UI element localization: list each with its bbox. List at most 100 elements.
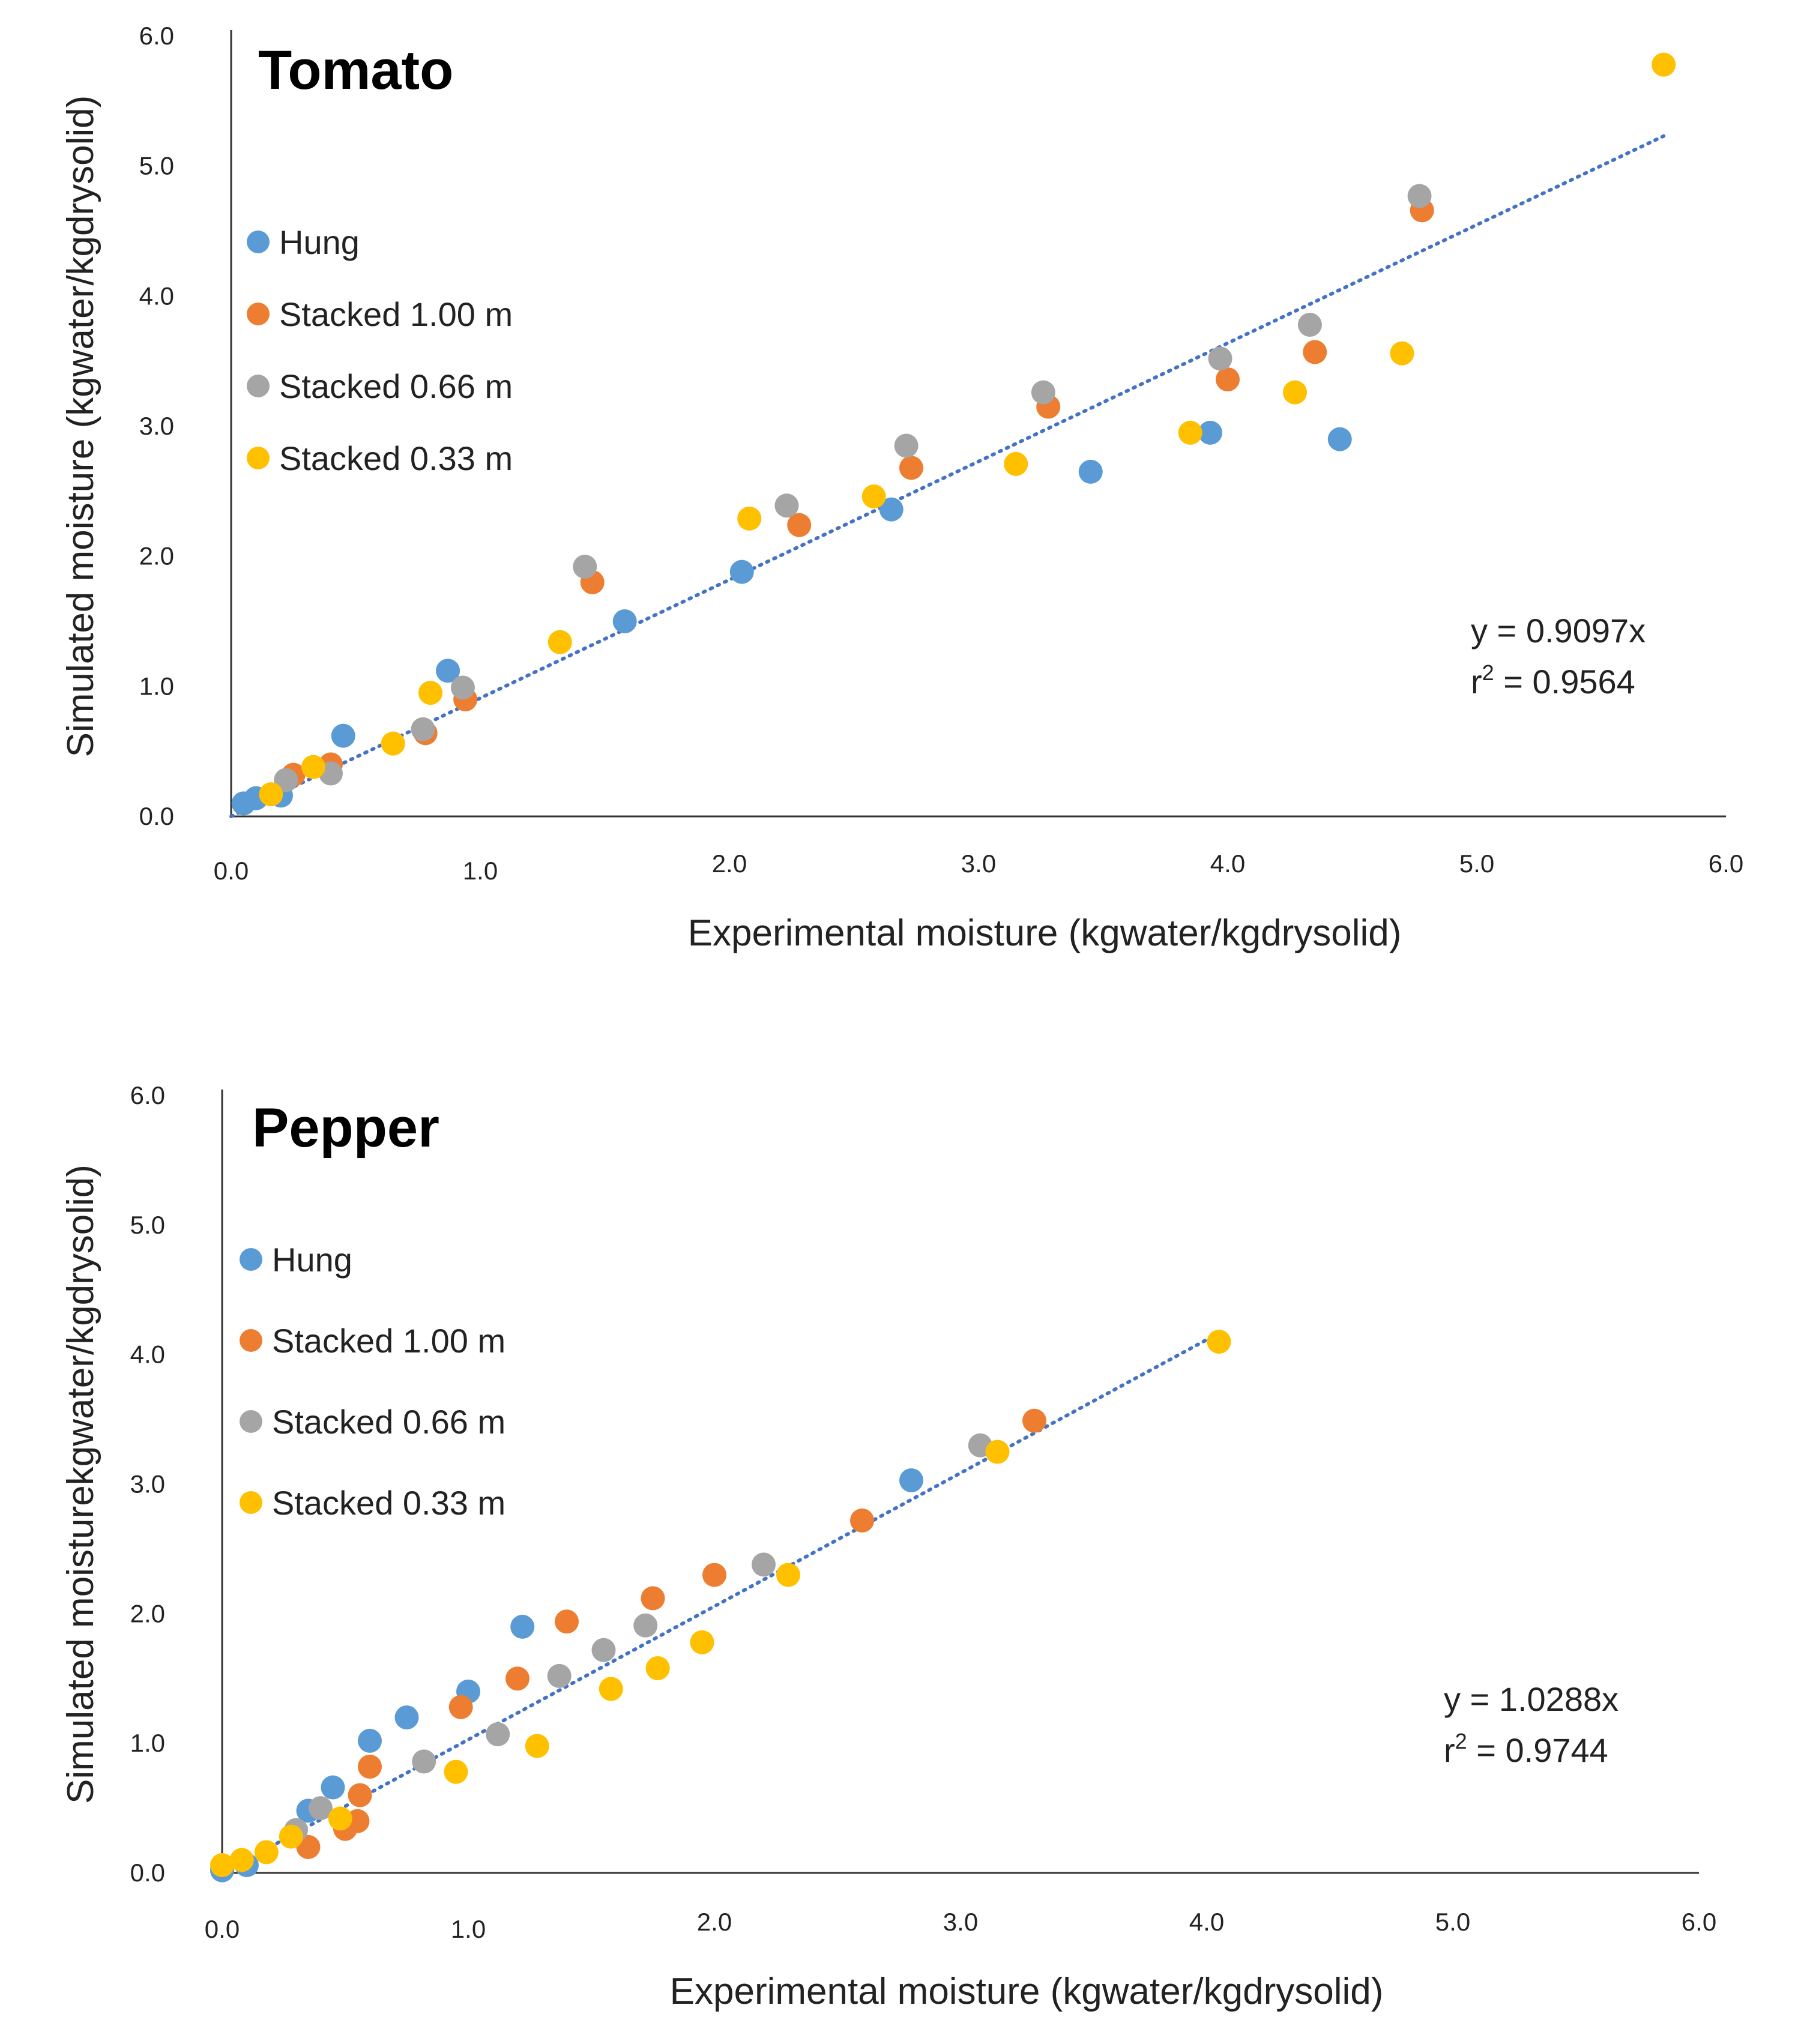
data-point-stacked-0-33-m: [259, 782, 283, 807]
trendline: [220, 1331, 1221, 1875]
data-point-stacked-0-33-m: [328, 1806, 352, 1831]
legend-marker: [247, 447, 270, 469]
y-tick-label: 3.0: [139, 412, 174, 440]
data-point-stacked-1-00-m: [348, 1783, 372, 1807]
data-point-stacked-0-33-m: [301, 755, 325, 779]
data-point-stacked-0-33-m: [444, 1759, 468, 1784]
data-point-stacked-1-00-m: [899, 456, 923, 480]
data-point-hung: [436, 659, 460, 683]
x-axis-label: Experimental moisture (kgwater/kgdrysoli…: [670, 1971, 1384, 2012]
legend-marker: [247, 375, 270, 397]
legend-label: Stacked 0.66 m: [279, 367, 513, 405]
r-squared-symbol: r: [1471, 663, 1482, 701]
data-point-stacked-1-00-m: [358, 1755, 382, 1779]
tomato-chart: 0.0 1.0 2.0 3.0 4.0 5.0 6.0 0.0 1.0 2.0 3.0 4.0 5.0 6…: [60, 22, 1743, 954]
data-point-stacked-1-00-m: [555, 1609, 579, 1634]
data-point-stacked-0-33-m: [690, 1630, 714, 1654]
x-axis-label: Experimental moisture (kgwater/kgdrysoli…: [688, 912, 1402, 954]
data-point-hung: [1198, 420, 1222, 445]
y-tick-label: 2.0: [130, 1599, 165, 1627]
data-point-stacked-0-66-m: [411, 717, 435, 741]
data-point-stacked-1-00-m: [1303, 340, 1327, 364]
pepper-chart: 0.0 1.0 2.0 3.0 4.0 5.0 6.0 0.0 1.0 2.0 3.0 4.0 5.0 6…: [60, 1081, 1716, 2012]
data-point-stacked-0-33-m: [645, 1656, 670, 1680]
data-point-stacked-0-66-m: [486, 1722, 510, 1747]
x-tick-label: 5.0: [1435, 1908, 1470, 1936]
data-point-stacked-1-00-m: [505, 1666, 529, 1691]
data-point-stacked-0-66-m: [1208, 346, 1232, 371]
y-tick-label: 0.0: [139, 802, 174, 830]
legend-marker: [240, 1491, 262, 1514]
legend-label: Stacked 0.33 m: [279, 439, 513, 477]
trendline-equation: y = 1.0288x: [1444, 1680, 1619, 1718]
x-tick-label: 1.0: [451, 1915, 486, 1943]
data-point-stacked-0-33-m: [1207, 1330, 1231, 1354]
r-squared-exponent: 2: [1455, 1729, 1467, 1753]
data-point-hung: [1078, 459, 1103, 484]
x-tick-label: 6.0: [1709, 849, 1743, 878]
legend-marker: [240, 1410, 262, 1433]
data-point-stacked-0-66-m: [633, 1613, 658, 1638]
data-point-stacked-0-33-m: [525, 1734, 549, 1758]
y-tick-label: 2.0: [139, 542, 174, 570]
data-point-stacked-0-33-m: [985, 1440, 1010, 1464]
legend-label: Stacked 0.66 m: [272, 1403, 505, 1441]
data-point-stacked-1-00-m: [1022, 1408, 1046, 1433]
data-point-hung: [899, 1468, 923, 1493]
chart-title: Tomato: [258, 40, 453, 101]
legend-label: Stacked 1.00 m: [279, 295, 513, 333]
y-tick-label: 0.0: [130, 1859, 165, 1887]
x-tick-label: 6.0: [1682, 1908, 1716, 1936]
data-point-stacked-1-00-m: [787, 513, 812, 537]
data-point-stacked-0-33-m: [229, 1848, 254, 1872]
data-point-stacked-0-33-m: [1283, 380, 1308, 405]
data-point-hung: [510, 1614, 535, 1639]
data-point-stacked-0-66-m: [591, 1638, 616, 1662]
data-point-stacked-1-00-m: [702, 1563, 726, 1587]
data-point-stacked-1-00-m: [296, 1834, 321, 1859]
data-point-stacked-0-33-m: [279, 1824, 303, 1849]
r-squared: r2 = 0.9564: [1471, 660, 1635, 701]
y-tick-label: 5.0: [139, 152, 174, 180]
data-point-hung: [358, 1728, 382, 1753]
r-squared-value: = 0.9744: [1467, 1731, 1608, 1769]
y-axis-label: Simulated moisture (kgwater/kgdrysolid): [60, 95, 101, 758]
legend-marker: [247, 231, 270, 253]
y-tick-label: 4.0: [139, 282, 174, 310]
y-tick-label: 5.0: [130, 1211, 165, 1239]
data-point-hung: [321, 1775, 345, 1800]
data-point-stacked-0-66-m: [774, 493, 799, 518]
x-tick-label: 3.0: [961, 849, 996, 878]
y-tick-label: 6.0: [139, 22, 174, 50]
y-tick-label: 1.0: [130, 1729, 165, 1757]
y-tick-label: 3.0: [130, 1470, 165, 1498]
legend-label: Hung: [272, 1241, 352, 1279]
data-point-stacked-0-66-m: [309, 1796, 333, 1821]
data-point-stacked-1-00-m: [1216, 367, 1240, 391]
legend-label: Stacked 1.00 m: [272, 1322, 505, 1360]
data-point-stacked-0-66-m: [752, 1552, 776, 1577]
data-point-stacked-0-33-m: [418, 681, 442, 705]
data-point-stacked-0-33-m: [1390, 341, 1414, 366]
data-point-stacked-0-66-m: [1031, 380, 1055, 405]
data-point-stacked-0-33-m: [381, 731, 405, 756]
x-tick-label: 4.0: [1210, 849, 1245, 878]
data-point-stacked-1-00-m: [448, 1695, 473, 1719]
data-point-stacked-0-66-m: [1407, 184, 1432, 208]
data-point-stacked-0-66-m: [412, 1749, 436, 1774]
y-tick-label: 6.0: [130, 1081, 165, 1109]
r-squared-symbol: r: [1444, 1731, 1455, 1769]
data-point-hung: [729, 559, 754, 584]
legend-marker: [240, 1329, 262, 1352]
x-tick-label: 1.0: [463, 857, 498, 885]
data-point-hung: [1327, 427, 1352, 451]
y-tick-label: 4.0: [130, 1340, 165, 1369]
x-tick-label: 0.0: [214, 857, 249, 885]
data-point-hung: [879, 497, 904, 522]
data-point-hung: [612, 609, 637, 633]
r-squared: r2 = 0.9744: [1444, 1729, 1608, 1769]
data-point-stacked-0-33-m: [599, 1677, 623, 1701]
data-point-stacked-1-00-m: [641, 1586, 665, 1611]
data-point-stacked-0-66-m: [573, 555, 597, 579]
legend-label: Hung: [279, 223, 360, 261]
